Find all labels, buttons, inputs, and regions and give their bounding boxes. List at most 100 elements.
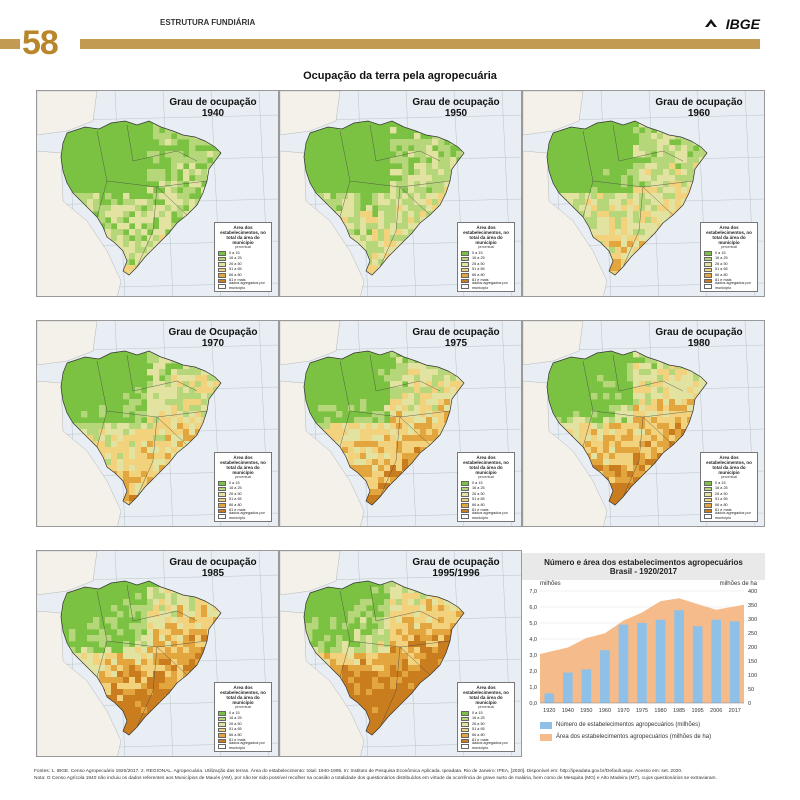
municipality-cell	[195, 737, 201, 743]
municipality-cell	[633, 477, 640, 484]
municipality-cell	[225, 405, 231, 411]
municipality-cell	[183, 707, 190, 714]
municipality-cell	[621, 217, 628, 224]
municipality-cell	[603, 429, 610, 436]
municipality-cell	[402, 217, 409, 224]
municipality-cell	[390, 235, 397, 242]
municipality-cell	[621, 435, 628, 442]
municipality-cell	[651, 399, 658, 406]
municipality-cell	[699, 405, 706, 412]
municipality-cell	[213, 369, 220, 376]
municipality-cell	[663, 363, 670, 370]
municipality-cell	[177, 405, 184, 412]
municipality-cell	[183, 677, 190, 684]
municipality-cell	[348, 471, 355, 478]
municipality-cell	[645, 489, 652, 496]
municipality-cell	[693, 375, 700, 382]
municipality-cell	[645, 229, 652, 236]
municipality-cell	[207, 187, 214, 194]
municipality-cell	[159, 599, 166, 606]
municipality-cell	[318, 193, 325, 200]
municipality-cell	[129, 489, 136, 496]
municipality-cell	[330, 623, 337, 630]
municipality-cell	[219, 593, 221, 600]
municipality-cell	[633, 369, 640, 376]
municipality-cell	[462, 665, 464, 672]
municipality-cell	[681, 157, 688, 164]
municipality-cell	[117, 611, 124, 618]
municipality-cell	[123, 223, 130, 230]
municipality-cell	[711, 163, 717, 169]
municipality-cell	[597, 235, 604, 242]
municipality-cell	[384, 641, 391, 648]
municipality-cell	[633, 393, 640, 400]
municipality-cell	[621, 459, 628, 466]
municipality-cell	[165, 387, 172, 394]
country-border	[303, 120, 465, 276]
municipality-cell	[153, 393, 160, 400]
map-year: 1985	[201, 568, 225, 579]
municipality-cell	[183, 193, 190, 200]
municipality-cell	[450, 617, 457, 624]
municipality-cell	[81, 211, 88, 218]
municipality-cell	[195, 611, 202, 618]
municipality-cell	[384, 665, 391, 672]
municipality-cell	[342, 217, 349, 224]
municipality-cell	[639, 253, 646, 260]
municipality-cell	[384, 405, 391, 412]
municipality-cell	[669, 507, 675, 513]
municipality-cell	[141, 211, 148, 218]
municipality-cell	[687, 483, 694, 490]
municipality-cell	[147, 265, 154, 272]
municipality-cell	[687, 375, 694, 382]
municipality-cell	[444, 381, 451, 388]
municipality-cell	[657, 169, 664, 176]
municipality-cell	[390, 707, 397, 714]
municipality-cell	[99, 659, 106, 666]
municipality-cell	[141, 453, 148, 460]
municipality-cell	[603, 447, 610, 454]
municipality-cell	[219, 417, 221, 424]
municipality-cell	[123, 265, 130, 272]
municipality-cell	[609, 483, 616, 490]
municipality-cell	[639, 429, 646, 436]
municipality-cell	[627, 417, 634, 424]
municipality-cell	[141, 241, 148, 248]
municipality-cell	[645, 459, 652, 466]
municipality-cell	[432, 277, 438, 283]
legend-label: 26 a 50	[715, 261, 728, 266]
municipality-cell	[444, 447, 451, 454]
municipality-cell	[207, 151, 214, 158]
municipality-cell	[378, 465, 385, 472]
legend-swatch	[218, 711, 226, 716]
municipality-cell	[183, 247, 190, 254]
municipality-cell	[675, 229, 682, 236]
municipality-cell	[705, 417, 707, 424]
municipality-cell	[444, 489, 451, 496]
municipality-cell	[159, 635, 166, 642]
municipality-cell	[111, 683, 118, 690]
municipality-cell	[219, 363, 221, 370]
municipality-cell	[561, 423, 568, 430]
municipality-cell	[189, 217, 196, 224]
municipality-cell	[384, 635, 391, 642]
municipality-cell	[123, 411, 130, 418]
municipality-cell	[111, 205, 118, 212]
municipality-cell	[153, 169, 160, 176]
municipality-cell	[450, 423, 457, 430]
municipality-cell	[384, 647, 391, 654]
municipality-cell	[135, 447, 142, 454]
municipality-cell	[438, 187, 445, 194]
municipality-cell	[651, 501, 658, 505]
municipality-cell	[420, 265, 427, 272]
municipality-cell	[390, 611, 397, 618]
municipality-cell	[75, 193, 82, 200]
municipality-cell	[390, 695, 397, 702]
municipality-cell	[420, 701, 427, 708]
municipality-cell	[408, 277, 414, 283]
municipality-cell	[171, 671, 178, 678]
municipality-cell	[651, 211, 658, 218]
municipality-cell	[360, 713, 367, 720]
municipality-cell	[129, 247, 136, 254]
municipality-cell	[645, 501, 652, 505]
